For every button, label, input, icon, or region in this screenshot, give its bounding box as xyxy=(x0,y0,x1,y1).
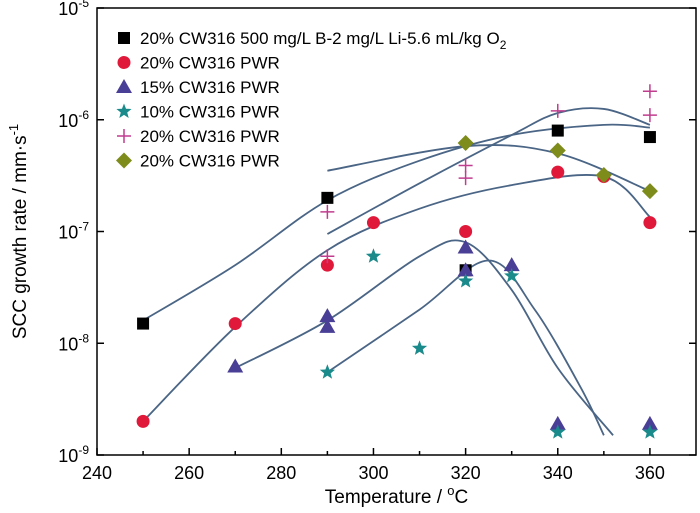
axes: 240 260 280 300 320 340 360 10-9 10-8 10-7 10-6 10-… xyxy=(58,0,697,483)
series-2-point-8 xyxy=(643,216,657,230)
series-2-point-6 xyxy=(551,165,565,179)
legend-label-6: 20% CW316 PWR xyxy=(140,152,280,171)
series-2-point-1 xyxy=(136,414,150,428)
series-5-point-1 xyxy=(320,204,335,219)
trend-curve-3 xyxy=(326,107,651,235)
series-2-point-3 xyxy=(320,258,334,272)
legend-marker-3 xyxy=(116,79,132,93)
trend-curve-5 xyxy=(234,239,614,436)
x-tick-label: 340 xyxy=(543,463,573,483)
series-3-point-4 xyxy=(457,239,474,254)
legend-label-4: 10% CW316 PWR xyxy=(140,103,280,122)
series-1-point-4 xyxy=(551,124,564,137)
series-2-point-2 xyxy=(228,317,242,331)
series-5-point-6 xyxy=(642,84,657,99)
trend-curve-1 xyxy=(142,123,650,322)
legend-label-1: 20% CW316 500 mg/L B-2 mg/L Li-5.6 mL/kg… xyxy=(140,29,507,52)
series-2-point-5 xyxy=(459,225,473,238)
x-tick-label: 260 xyxy=(174,463,204,483)
series-5-point-5 xyxy=(550,103,565,118)
series-5-point-3 xyxy=(458,158,473,173)
legend-marker-5 xyxy=(117,129,131,143)
legend-marker-1 xyxy=(118,32,130,44)
legend-label-3: 15% CW316 PWR xyxy=(140,78,280,97)
y-axis-title: SCC growth rate / mm·s-1 xyxy=(6,124,31,339)
series-1-point-1 xyxy=(137,317,150,330)
y-tick-label: 10-8 xyxy=(58,331,89,354)
series-4-point-7 xyxy=(642,424,658,439)
series-3-point-2 xyxy=(319,308,336,323)
series-4-point-2 xyxy=(365,248,382,263)
x-axis-title: Temperature / oC xyxy=(325,483,468,508)
legend-label-2: 20% CW316 PWR xyxy=(140,54,280,73)
series-6-point-1 xyxy=(457,134,474,151)
x-tick-label: 240 xyxy=(82,463,112,483)
legend-marker-2 xyxy=(117,56,131,69)
series-4-point-6 xyxy=(550,424,566,439)
plot-frame xyxy=(96,7,697,456)
x-tick-label: 320 xyxy=(451,463,481,483)
y-tick-label: 10-6 xyxy=(58,108,89,131)
legend-marker-4 xyxy=(116,103,132,118)
series-6-point-2 xyxy=(549,142,566,159)
series-4-point-5 xyxy=(504,267,520,283)
trend-curve-2 xyxy=(142,174,651,422)
series-5-point-4 xyxy=(458,171,473,186)
x-tick-label: 280 xyxy=(266,463,296,483)
series-3-point-1 xyxy=(227,358,244,373)
axis-titles: Temperature / oC SCC growth rate / mm·s-1 xyxy=(6,124,468,508)
series-1-point-2 xyxy=(321,191,334,204)
series-5-point-2 xyxy=(320,249,335,264)
legend: 20% CW316 500 mg/L B-2 mg/L Li-5.6 mL/kg… xyxy=(116,29,507,171)
series-1-point-5 xyxy=(643,131,656,144)
trend-curve-4 xyxy=(327,144,651,192)
legend-label-5: 20% CW316 PWR xyxy=(140,127,280,146)
series-6-point-4 xyxy=(641,183,658,200)
series-3-point-6 xyxy=(503,257,520,272)
y-tick-label: 10-9 xyxy=(58,443,89,466)
series-4-point-4 xyxy=(458,273,474,288)
trend-curve-6 xyxy=(326,259,605,436)
series-4-point-3 xyxy=(411,340,428,355)
series-3-point-5 xyxy=(457,262,474,277)
x-tick-label: 300 xyxy=(358,463,388,483)
y-tick-label: 10-5 xyxy=(58,0,89,19)
series-2-point-4 xyxy=(366,216,380,230)
series-3-point-3 xyxy=(319,318,336,333)
x-tick-label: 360 xyxy=(635,463,665,483)
data-points xyxy=(136,84,658,439)
series-3-point-8 xyxy=(641,415,658,430)
series-4-point-1 xyxy=(319,364,335,379)
series-5-point-7 xyxy=(642,108,657,123)
y-tick-label: 10-7 xyxy=(58,220,89,243)
series-3-point-7 xyxy=(549,415,566,430)
series-6-point-3 xyxy=(595,167,612,184)
legend-marker-6 xyxy=(116,152,132,169)
